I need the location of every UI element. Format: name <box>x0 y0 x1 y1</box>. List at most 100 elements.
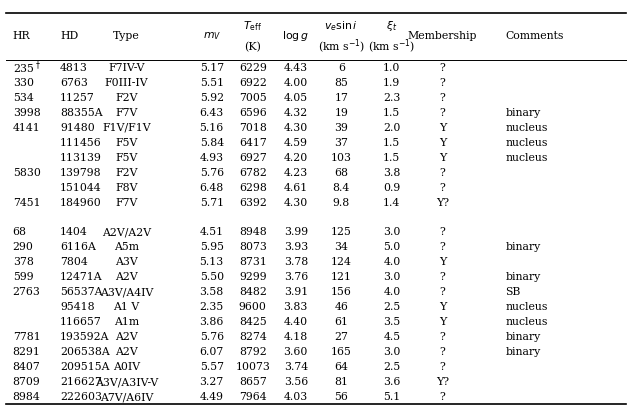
Text: 5.95: 5.95 <box>200 242 224 252</box>
Text: Y: Y <box>439 317 446 327</box>
Text: 165: 165 <box>331 347 352 357</box>
Text: ?: ? <box>439 347 446 357</box>
Text: ?: ? <box>439 392 446 402</box>
Text: 4.5: 4.5 <box>383 332 401 342</box>
Text: 8731: 8731 <box>239 257 267 267</box>
Text: nucleus: nucleus <box>506 123 548 133</box>
Text: 5.84: 5.84 <box>200 138 224 148</box>
Text: 2.5: 2.5 <box>383 362 401 372</box>
Text: binary: binary <box>506 242 541 252</box>
Text: ?: ? <box>439 63 446 73</box>
Text: 8291: 8291 <box>13 347 40 357</box>
Text: 9299: 9299 <box>239 272 267 282</box>
Text: 6229: 6229 <box>239 63 267 73</box>
Text: binary: binary <box>506 332 541 342</box>
Text: 222603: 222603 <box>60 392 102 402</box>
Text: 1.0: 1.0 <box>383 63 401 73</box>
Text: 17: 17 <box>334 93 348 103</box>
Text: ?: ? <box>439 168 446 178</box>
Text: 4.03: 4.03 <box>284 392 308 402</box>
Text: 3.83: 3.83 <box>284 302 308 312</box>
Text: nucleus: nucleus <box>506 302 548 312</box>
Text: 4.32: 4.32 <box>284 108 308 118</box>
Text: 3.58: 3.58 <box>200 287 224 297</box>
Text: 7964: 7964 <box>239 392 267 402</box>
Text: 4.20: 4.20 <box>284 153 308 163</box>
Text: 290: 290 <box>13 242 33 252</box>
Text: 7781: 7781 <box>13 332 40 342</box>
Text: 4.23: 4.23 <box>284 168 308 178</box>
Text: 5.51: 5.51 <box>200 78 224 88</box>
Text: 91480: 91480 <box>60 123 95 133</box>
Text: 3.0: 3.0 <box>383 347 401 357</box>
Text: 3.56: 3.56 <box>284 377 308 387</box>
Text: 39: 39 <box>334 123 348 133</box>
Text: 6596: 6596 <box>239 108 267 118</box>
Text: 139798: 139798 <box>60 168 102 178</box>
Text: 8073: 8073 <box>239 242 267 252</box>
Text: 4.51: 4.51 <box>200 228 224 237</box>
Text: 235$^\dagger$: 235$^\dagger$ <box>13 60 40 76</box>
Text: A0IV: A0IV <box>113 362 140 372</box>
Text: 3998: 3998 <box>13 108 40 118</box>
Text: ?: ? <box>439 332 446 342</box>
Text: 8482: 8482 <box>239 287 267 297</box>
Text: 5.13: 5.13 <box>200 257 224 267</box>
Text: Comments: Comments <box>506 32 564 41</box>
Text: 5.1: 5.1 <box>383 392 401 402</box>
Text: 12471A: 12471A <box>60 272 102 282</box>
Text: 1404: 1404 <box>60 228 88 237</box>
Text: 56537A: 56537A <box>60 287 102 297</box>
Text: 5.57: 5.57 <box>200 362 224 372</box>
Text: 56: 56 <box>334 392 348 402</box>
Text: A5m: A5m <box>114 242 139 252</box>
Text: 2.0: 2.0 <box>383 123 401 133</box>
Text: 5.17: 5.17 <box>200 63 224 73</box>
Text: 8.4: 8.4 <box>332 183 350 193</box>
Text: 5.71: 5.71 <box>200 198 224 208</box>
Text: A3V: A3V <box>115 257 138 267</box>
Text: (km s$^{-1}$): (km s$^{-1}$) <box>368 38 415 56</box>
Text: 11257: 11257 <box>60 93 95 103</box>
Text: 121: 121 <box>331 272 352 282</box>
Text: 8984: 8984 <box>13 392 40 402</box>
Text: 4.0: 4.0 <box>383 257 401 267</box>
Text: F5V: F5V <box>115 153 138 163</box>
Text: ?: ? <box>439 93 446 103</box>
Text: 6.07: 6.07 <box>200 347 224 357</box>
Text: F0III-IV: F0III-IV <box>104 78 149 88</box>
Text: 5.92: 5.92 <box>200 93 224 103</box>
Text: 4.00: 4.00 <box>284 78 308 88</box>
Text: 6417: 6417 <box>239 138 267 148</box>
Text: F5V: F5V <box>115 138 138 148</box>
Text: 1.5: 1.5 <box>383 153 401 163</box>
Text: F7V: F7V <box>115 108 138 118</box>
Text: 6.43: 6.43 <box>200 108 224 118</box>
Text: 7451: 7451 <box>13 198 40 208</box>
Text: 4.93: 4.93 <box>200 153 224 163</box>
Text: 8274: 8274 <box>239 332 267 342</box>
Text: 8709: 8709 <box>13 377 40 387</box>
Text: nucleus: nucleus <box>506 153 548 163</box>
Text: 68: 68 <box>13 228 27 237</box>
Text: A2V: A2V <box>115 272 138 282</box>
Text: 116657: 116657 <box>60 317 102 327</box>
Text: HD: HD <box>60 32 78 41</box>
Text: 111456: 111456 <box>60 138 102 148</box>
Text: 4.30: 4.30 <box>284 123 308 133</box>
Text: 37: 37 <box>334 138 348 148</box>
Text: 3.74: 3.74 <box>284 362 308 372</box>
Text: Y: Y <box>439 257 446 267</box>
Text: ?: ? <box>439 228 446 237</box>
Text: 3.86: 3.86 <box>200 317 224 327</box>
Text: A1m: A1m <box>114 317 139 327</box>
Text: F7IV-V: F7IV-V <box>108 63 145 73</box>
Text: 3.93: 3.93 <box>284 242 308 252</box>
Text: 6782: 6782 <box>239 168 267 178</box>
Text: 4.49: 4.49 <box>200 392 224 402</box>
Text: Y?: Y? <box>436 198 449 208</box>
Text: F7V: F7V <box>115 198 138 208</box>
Text: F2V: F2V <box>115 93 138 103</box>
Text: 3.0: 3.0 <box>383 272 401 282</box>
Text: 599: 599 <box>13 272 33 282</box>
